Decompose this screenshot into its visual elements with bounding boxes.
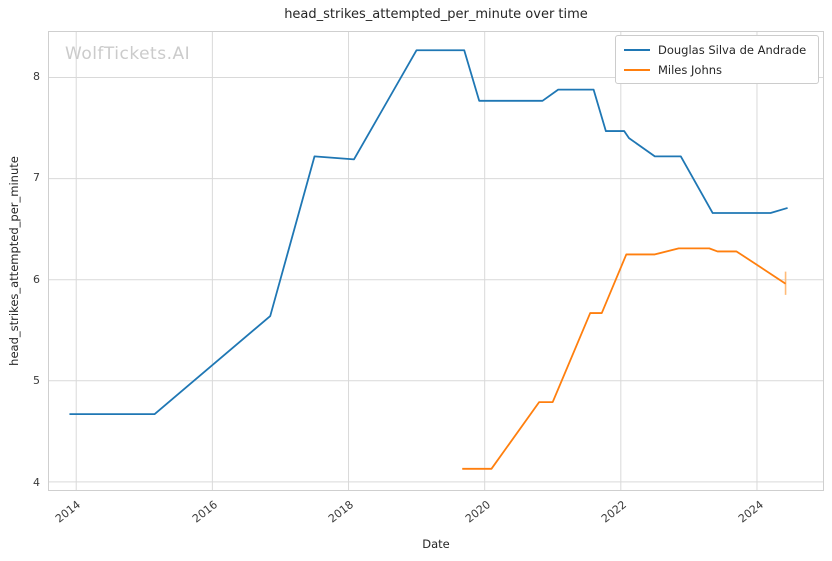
y-tick-label-8: 8: [33, 69, 40, 83]
legend-swatch-miles-johns: [624, 68, 650, 71]
y-axis-label: head_strikes_attempted_per_minute: [7, 156, 21, 366]
series-line-douglas-silva-de-andrade: [69, 49, 788, 416]
watermark: WolfTickets.AI: [65, 44, 191, 64]
y-tick-label-7: 7: [33, 171, 40, 185]
legend-swatch-douglas-silva-de-andrade: [624, 48, 650, 51]
y-tick-label-6: 6: [33, 272, 40, 286]
legend-item-douglas-silva-de-andrade: Douglas Silva de Andrade: [624, 42, 810, 57]
chart-title: head_strikes_attempted_per_minute over t…: [284, 7, 588, 22]
y-tick-label-4: 4: [33, 475, 40, 489]
legend-item-miles-johns: Miles Johns: [624, 62, 810, 77]
series-line-miles-johns: [462, 247, 787, 470]
chart-canvas: [49, 32, 823, 490]
legend-label: Douglas Silva de Andrade: [658, 42, 807, 57]
x-axis-label: Date: [422, 537, 450, 551]
y-tick-label-5: 5: [33, 374, 40, 388]
legend-label: Miles Johns: [658, 62, 723, 77]
plot-area: WolfTickets.AI Douglas Silva de Andrade …: [48, 31, 824, 491]
legend: Douglas Silva de Andrade Miles Johns: [615, 35, 819, 84]
